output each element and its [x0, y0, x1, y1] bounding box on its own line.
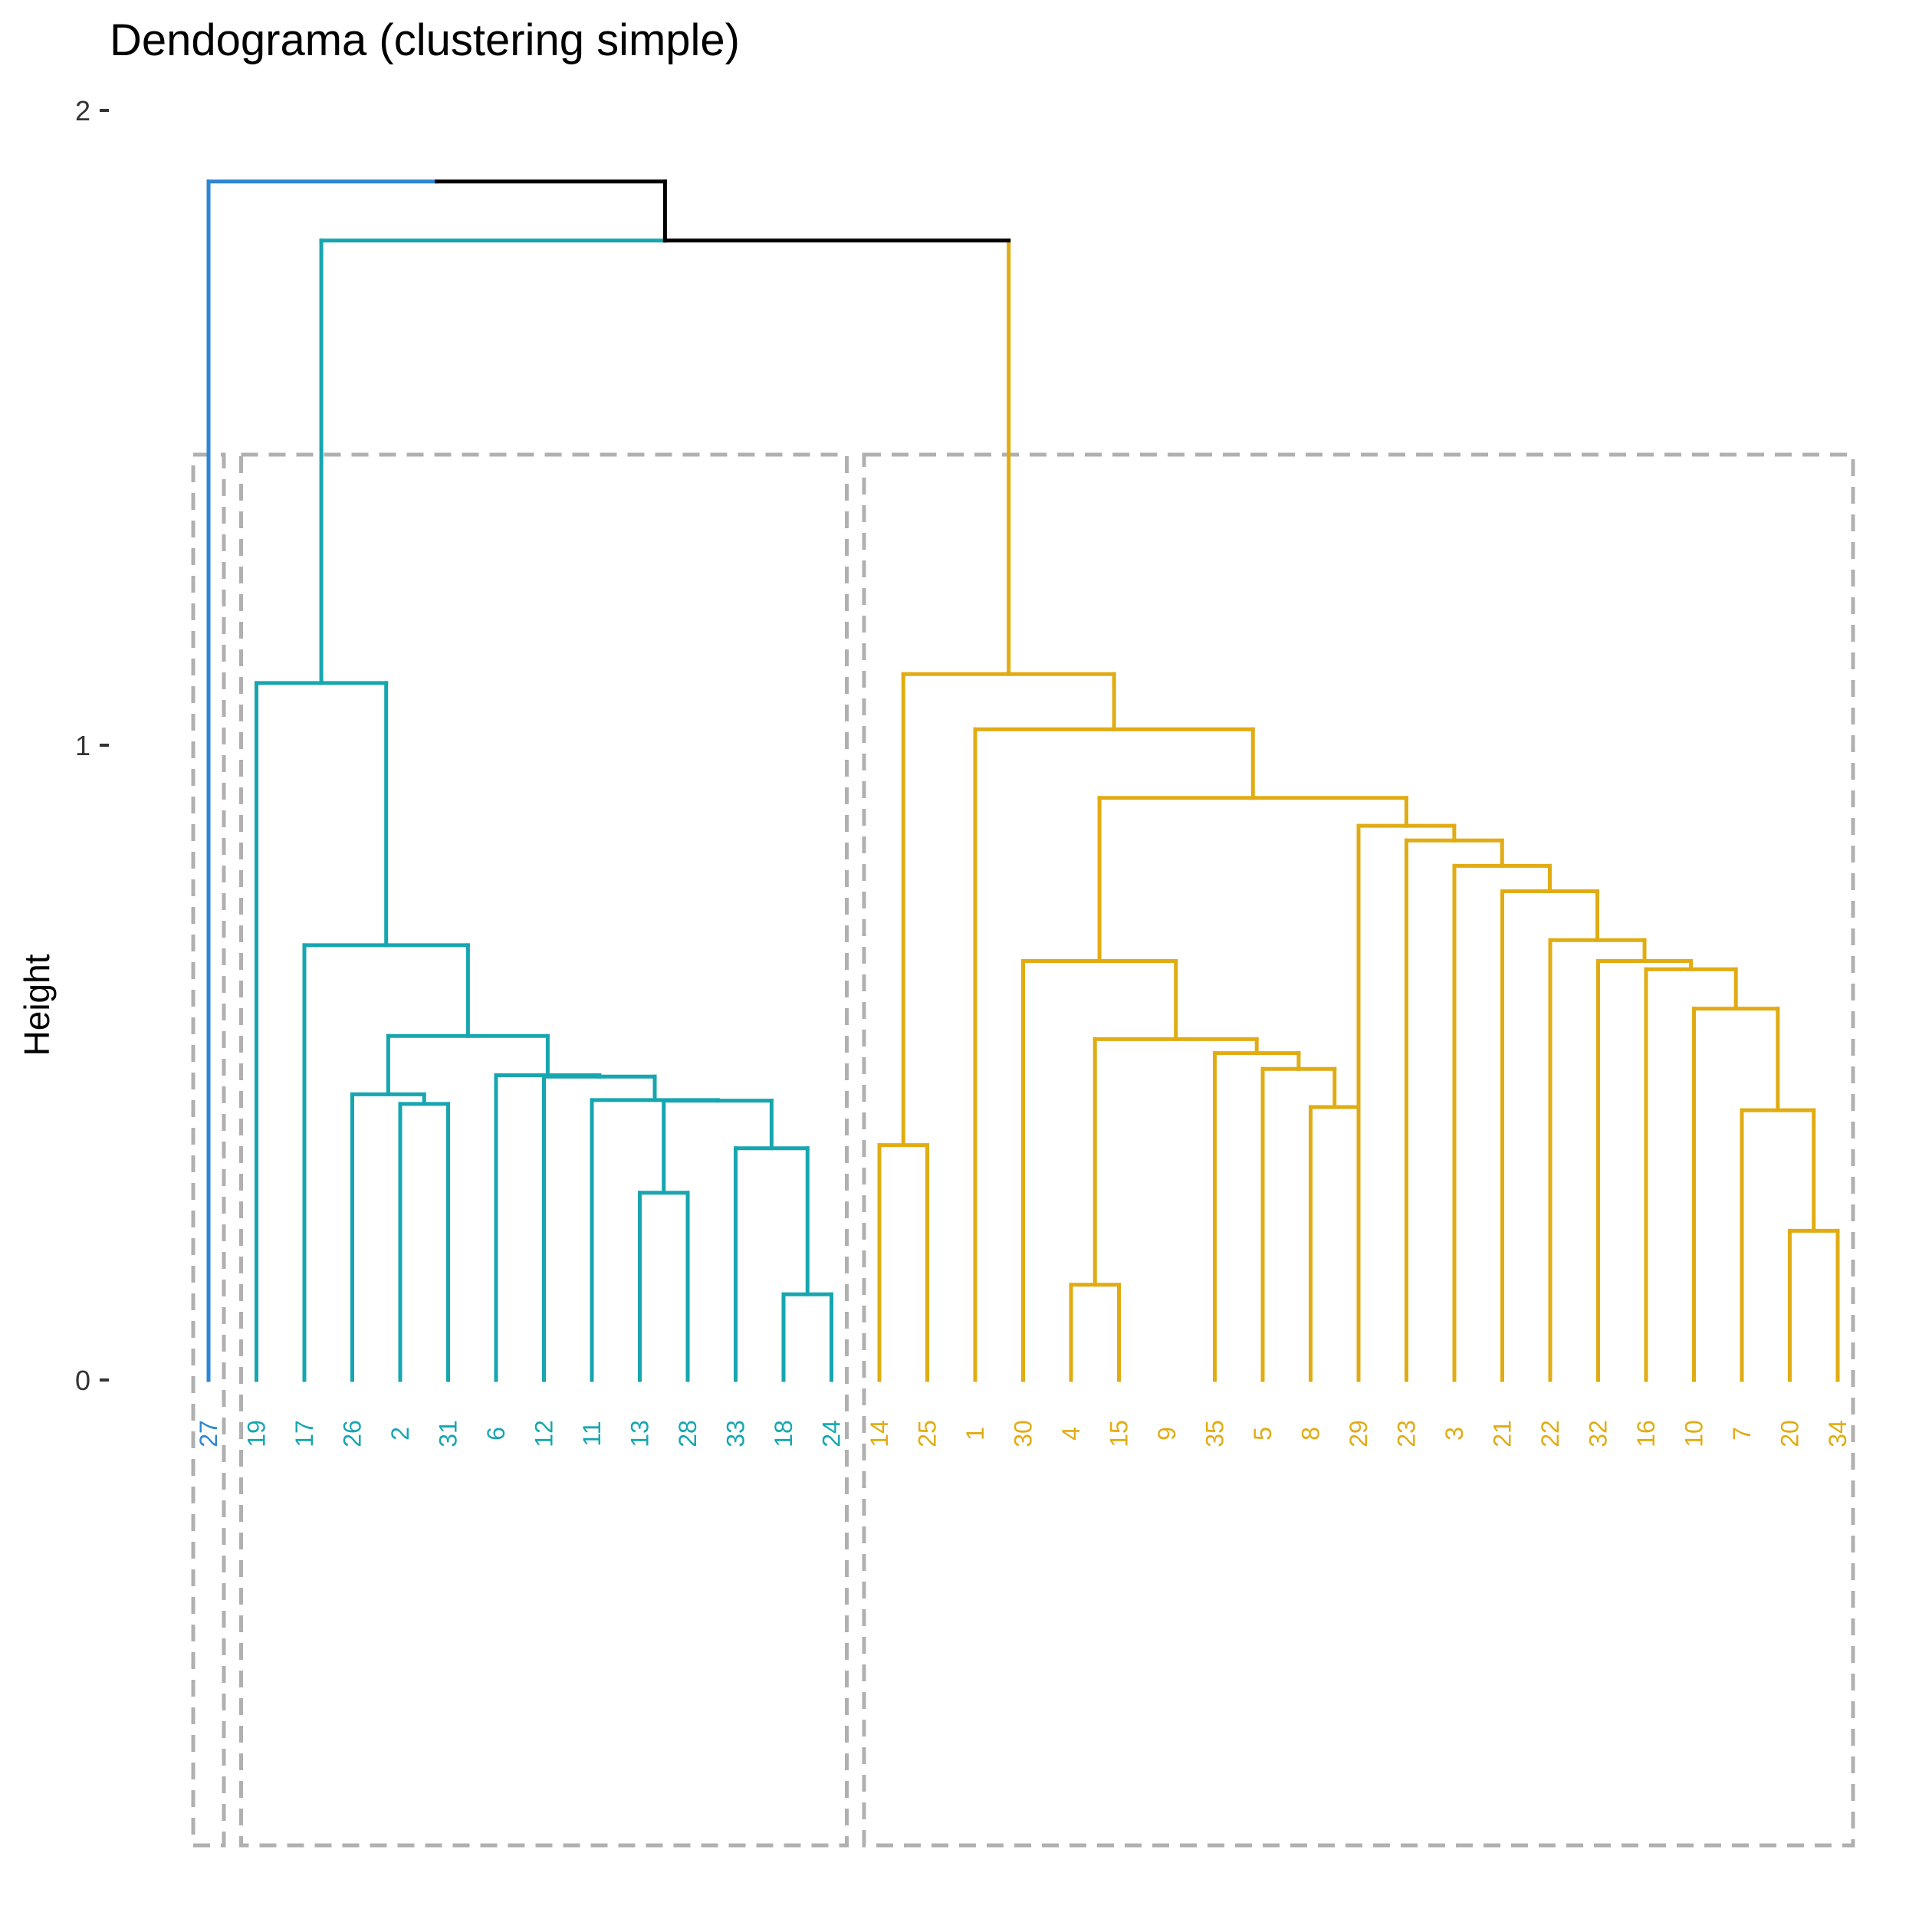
leaf-label: 16	[1632, 1420, 1660, 1447]
leaf-labels: 27 19 17 26 2 31 6 12 11 13 28 33 18 24 14 25 1 30 4 15 9 35 5…	[195, 1420, 1852, 1447]
leaf-label: 23	[1393, 1420, 1421, 1447]
leaf-label: 11	[578, 1421, 606, 1446]
leaf-label: 21	[1489, 1420, 1516, 1447]
leaf-label: 27	[195, 1420, 222, 1447]
leaf-label: 15	[1106, 1420, 1133, 1447]
leaf-label: 2	[386, 1427, 414, 1441]
y-axis-label: Height	[17, 954, 57, 1056]
leaf-label: 32	[1585, 1420, 1612, 1447]
leaf-label: 29	[1345, 1420, 1372, 1447]
leaf-label: 12	[531, 1420, 558, 1447]
leaf-label: 10	[1681, 1420, 1708, 1447]
leaf-label: 5	[1249, 1427, 1276, 1441]
chart-title: Dendograma (clustering simple)	[110, 15, 740, 65]
leaf-label: 18	[770, 1420, 797, 1447]
leaf-label: 1	[961, 1427, 989, 1441]
y-tick-label: 1	[75, 730, 90, 761]
y-axis: 0 1 2	[75, 95, 109, 1396]
leaf-label: 9	[1153, 1427, 1181, 1441]
dendrogram-branches	[206, 179, 1840, 1382]
leaf-label: 33	[722, 1420, 750, 1447]
leaf-label: 19	[243, 1420, 271, 1447]
leaf-label: 7	[1728, 1427, 1756, 1441]
leaf-label: 24	[818, 1420, 846, 1447]
leaf-label: 17	[291, 1420, 318, 1447]
leaf-label: 25	[914, 1420, 941, 1447]
leaf-label: 14	[866, 1420, 893, 1447]
y-tick-label: 2	[75, 95, 90, 127]
leaf-label: 22	[1536, 1420, 1564, 1447]
leaf-label: 30	[1010, 1420, 1037, 1447]
cluster-rect	[862, 452, 1855, 1848]
leaf-label: 20	[1776, 1420, 1804, 1447]
leaf-label: 4	[1057, 1427, 1085, 1441]
leaf-label: 35	[1201, 1420, 1229, 1447]
leaf-label: 8	[1297, 1427, 1325, 1441]
leaf-label: 3	[1441, 1427, 1468, 1441]
cluster-rect	[239, 452, 849, 1848]
y-tick-label: 0	[75, 1365, 90, 1396]
leaf-label: 6	[482, 1427, 510, 1441]
leaf-label: 13	[626, 1420, 654, 1447]
leaf-label: 31	[435, 1420, 462, 1447]
leaf-label: 34	[1824, 1420, 1852, 1447]
leaf-label: 28	[674, 1420, 702, 1447]
leaf-label: 26	[339, 1420, 366, 1447]
